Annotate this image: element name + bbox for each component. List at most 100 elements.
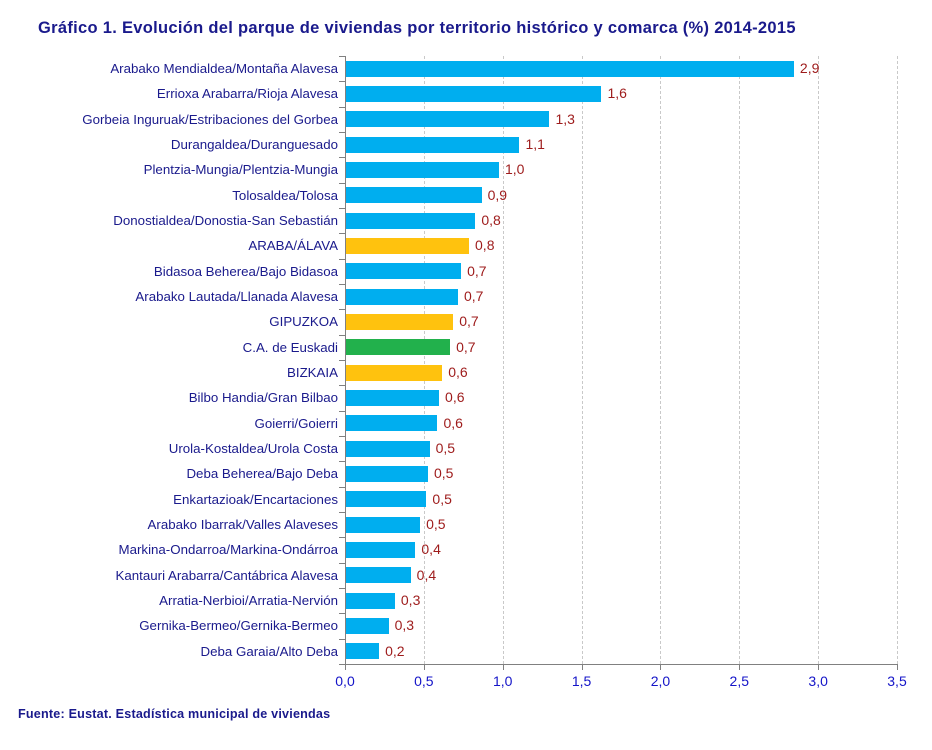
- bar-value-label: 1,1: [525, 136, 545, 152]
- x-axis-tick-mark: [739, 664, 741, 670]
- bar-value-label: 0,6: [443, 414, 463, 431]
- y-axis-tick-mark: [339, 436, 345, 437]
- chart-row: C.A. de Euskadi 0,7: [0, 334, 932, 360]
- chart-row: Gorbeia Inguruak/Estribaciones del Gorbe…: [0, 106, 932, 132]
- bar-value-label: 0,8: [475, 237, 495, 254]
- y-axis-tick-mark: [339, 284, 345, 285]
- chart-row: Durangaldea/Duranguesado 1,1: [0, 132, 932, 157]
- x-axis-tick-label: 2,5: [729, 673, 750, 689]
- y-axis-tick-mark: [339, 360, 345, 361]
- chart-row: Arabako Lautada/Llanada Alavesa 0,7: [0, 284, 932, 309]
- category-label: Urola-Kostaldea/Urola Costa: [168, 441, 338, 456]
- bar-value-label: 1,6: [607, 85, 627, 102]
- category-label: Deba Garaia/Alto Deba: [200, 643, 338, 659]
- bar-value-label: 0,7: [467, 262, 487, 279]
- x-axis-tick-label: 3,5: [887, 673, 907, 689]
- x-axis-tick-label: 0,5: [414, 673, 434, 689]
- bar[interactable]: [346, 541, 416, 558]
- y-axis-tick-mark: [339, 486, 345, 488]
- y-axis-tick-mark: [339, 132, 345, 133]
- x-axis-tick-label: 1,0: [492, 673, 513, 689]
- y-axis-tick-mark: [339, 385, 345, 387]
- bar[interactable]: [346, 592, 395, 609]
- bar[interactable]: [346, 237, 470, 254]
- chart-row: Bidasoa Beherea/Bajo Bidasoa 0,7: [0, 258, 932, 284]
- gridline: [502, 56, 504, 664]
- bar[interactable]: [346, 516, 421, 533]
- chart-row: Urola-Kostaldea/Urola Costa 0,5: [0, 436, 932, 461]
- chart-row: Deba Garaia/Alto Deba 0,2: [0, 638, 932, 664]
- category-label: Markina-Ondarroa/Markina-Ondárroa: [118, 542, 338, 558]
- y-axis-tick-mark: [339, 81, 345, 83]
- bar[interactable]: [346, 465, 428, 482]
- bar[interactable]: [346, 491, 427, 508]
- y-axis-tick-mark: [339, 309, 345, 311]
- y-axis-tick-mark: [339, 537, 345, 539]
- chart-row: ARABA/ÁLAVA 0,8: [0, 233, 932, 258]
- chart-row: Kantauri Arabarra/Cantábrica Alavesa 0,4: [0, 562, 932, 588]
- bar[interactable]: [346, 212, 476, 229]
- y-axis-tick-mark: [339, 208, 345, 209]
- x-axis-line: [345, 664, 897, 665]
- chart-row: Goierri/Goierri 0,6: [0, 410, 932, 436]
- bar-value-label: 1,0: [504, 161, 525, 178]
- gridline: [897, 56, 898, 664]
- chart-row: Errioxa Arabarra/Rioja Alavesa 1,6: [0, 81, 932, 106]
- category-label: Arratia-Nerbioi/Arratia-Nervión: [159, 593, 338, 608]
- x-axis-tick-mark: [502, 664, 504, 670]
- category-label: Gernika-Bermeo/Gernika-Bermeo: [139, 618, 338, 634]
- y-axis-tick-mark: [339, 157, 345, 159]
- bar[interactable]: [346, 617, 389, 634]
- chart-row: Arratia-Nerbioi/Arratia-Nervión 0,3: [0, 588, 932, 613]
- bar[interactable]: [346, 313, 454, 330]
- bar[interactable]: [346, 263, 462, 280]
- bar-value-label: 1,3: [555, 110, 575, 127]
- source-note: Fuente: Eustat. Estadística municipal de…: [18, 707, 331, 721]
- y-axis-tick-mark: [339, 56, 345, 57]
- category-label: GIPUZKOA: [269, 314, 338, 330]
- bar[interactable]: [346, 415, 438, 432]
- chart-title: Gráfico 1. Evolución del parque de vivie…: [38, 19, 796, 37]
- bar[interactable]: [346, 643, 380, 660]
- bar[interactable]: [346, 440, 430, 457]
- bar[interactable]: [346, 161, 499, 178]
- y-axis-tick-mark: [339, 233, 345, 235]
- x-axis-tick-mark: [818, 664, 820, 670]
- bar-value-label: 0,3: [400, 592, 421, 608]
- x-axis-tick-mark: [897, 664, 898, 670]
- bar-value-label: 0,5: [434, 465, 454, 482]
- bar-value-label: 0,4: [421, 541, 441, 558]
- bar-value-label: 0,8: [481, 212, 501, 228]
- bar[interactable]: [346, 389, 440, 406]
- y-axis-tick-mark: [339, 258, 345, 260]
- category-label: Donostialdea/Donostia-San Sebastián: [113, 213, 338, 228]
- category-label: Bilbo Handia/Gran Bilbao: [188, 390, 338, 406]
- bar[interactable]: [346, 60, 794, 77]
- category-label: Tolosaldea/Tolosa: [232, 187, 338, 203]
- y-axis-tick-mark: [339, 562, 345, 564]
- bar[interactable]: [346, 364, 443, 381]
- y-axis-tick-mark: [339, 664, 345, 665]
- bar-value-label: 0,3: [394, 617, 415, 634]
- category-label: Plentzia-Mungia/Plentzia-Mungia: [143, 162, 338, 178]
- x-axis-tick-label: 0,0: [335, 673, 355, 689]
- x-axis-tick-mark: [660, 664, 662, 670]
- bar[interactable]: [346, 567, 411, 584]
- x-axis-tick-label: 2,0: [650, 673, 671, 689]
- bar-value-label: 0,5: [435, 440, 456, 456]
- y-axis-tick-mark: [339, 512, 345, 513]
- bar[interactable]: [346, 288, 458, 305]
- bar[interactable]: [346, 187, 482, 204]
- bar[interactable]: [346, 339, 451, 356]
- chart-row: Enkartazioak/Encartaciones 0,5: [0, 486, 932, 512]
- category-label: Goierri/Goierri: [254, 415, 339, 431]
- y-axis-line: [345, 56, 346, 664]
- chart-row: Gernika-Bermeo/Gernika-Bermeo 0,3: [0, 613, 932, 638]
- bar[interactable]: [346, 111, 550, 128]
- y-axis-tick-mark: [339, 182, 345, 184]
- bar[interactable]: [346, 136, 520, 153]
- bar[interactable]: [346, 85, 602, 102]
- gridline: [739, 56, 741, 664]
- x-axis-tick-label: 1,5: [571, 673, 592, 689]
